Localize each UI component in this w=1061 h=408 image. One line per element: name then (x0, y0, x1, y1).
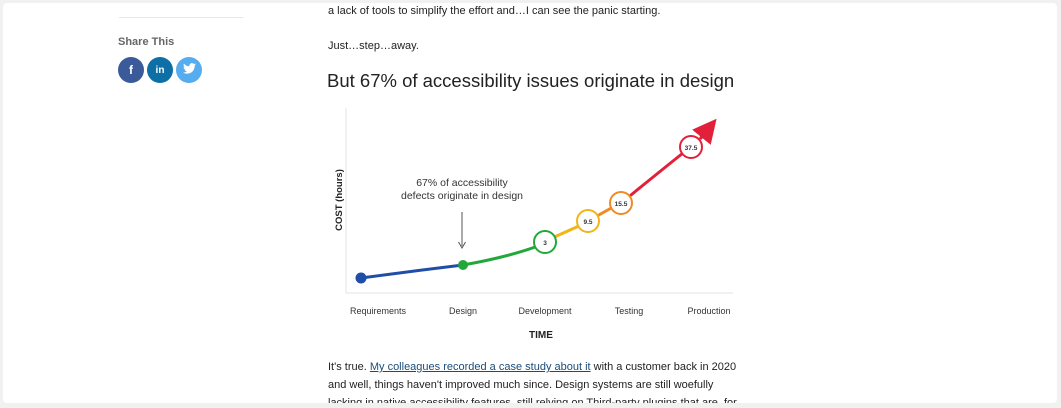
section-heading: But 67% of accessibility issues originat… (327, 70, 735, 91)
segment-requirements-design (359, 263, 465, 280)
annotation-line-2: defects originate in design (401, 190, 523, 202)
linkedin-icon: in (155, 64, 165, 76)
requirements-point (355, 272, 367, 284)
development-value-marker: 3 (533, 230, 557, 254)
case-study-paragraph: It's true. My colleagues recorded a case… (328, 358, 748, 403)
x-tick-production: Production (687, 306, 730, 316)
annotation-line-1: 67% of accessibility (416, 177, 508, 189)
svg-text:3: 3 (543, 240, 547, 247)
twitter-icon (182, 63, 196, 77)
paragraph-line-2: and well, things haven't improved much s… (328, 379, 714, 391)
svg-text:15.5: 15.5 (615, 201, 628, 208)
paragraph-line-1: It's true. My colleagues recorded a case… (328, 361, 737, 373)
segment-production-arrow (692, 118, 717, 145)
segment-testing-production (629, 151, 685, 197)
svg-text:9.5: 9.5 (583, 219, 592, 226)
page-frame: Share This f in a lack of tools to simpl… (3, 3, 1057, 403)
case-study-link[interactable]: My colleagues recorded a case study abou… (369, 361, 591, 373)
segment-design-development (461, 244, 540, 267)
annotation-arrowhead (458, 241, 466, 249)
svg-text:37.5: 37.5 (685, 145, 698, 152)
linkedin-share-button[interactable]: in (147, 57, 173, 83)
paragraph-line-3: lacking in native accessibility features… (328, 397, 737, 403)
x-axis-label: TIME (529, 330, 553, 341)
x-tick-requirements: Requirements (350, 306, 407, 316)
x-tick-testing: Testing (615, 306, 644, 316)
y-axis-label: COST (hours) (334, 169, 345, 231)
facebook-icon: f (129, 63, 133, 77)
intro-paragraph: a lack of tools to simplify the effort a… (328, 5, 661, 17)
production-value-marker: 37.5 (679, 135, 703, 159)
segment-testing-mid (595, 205, 615, 218)
segment-development-testing (550, 223, 583, 240)
testing-value-marker: 15.5 (609, 191, 633, 215)
twitter-share-button[interactable] (176, 57, 202, 83)
x-tick-design: Design (449, 306, 477, 316)
dev-testing-value-marker: 9.5 (576, 209, 600, 233)
share-this-label: Share This (118, 36, 175, 48)
sidebar-divider (119, 17, 243, 18)
pause-paragraph: Just…step…away. (328, 40, 419, 52)
x-tick-development: Development (518, 306, 572, 316)
design-point (458, 260, 468, 270)
facebook-share-button[interactable]: f (118, 57, 144, 83)
